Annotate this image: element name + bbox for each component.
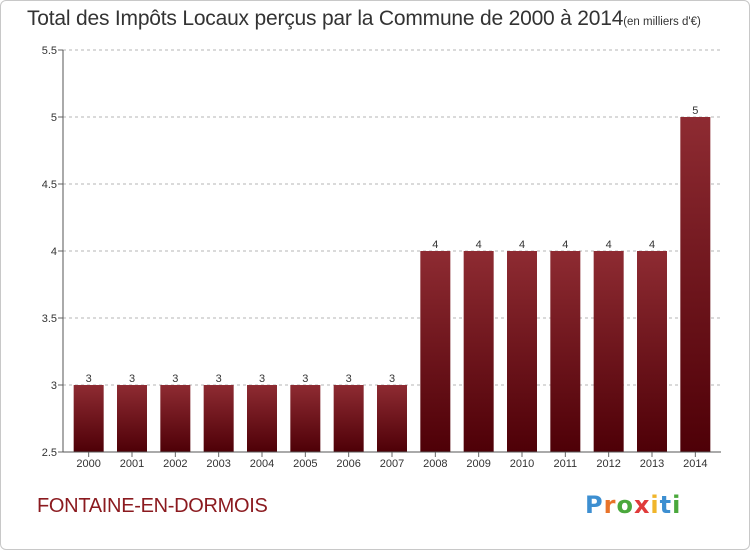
logo-letter: i — [650, 491, 660, 519]
bar-2003 — [203, 385, 234, 452]
data-label-2006: 3 — [346, 373, 352, 385]
bar-2005 — [290, 385, 321, 452]
x-tick-label-2012: 2012 — [596, 458, 620, 470]
bar-2013 — [637, 251, 667, 452]
logo-letter: x — [633, 491, 651, 519]
bar-2010 — [507, 251, 537, 452]
x-tick-label-2002: 2002 — [163, 458, 187, 470]
data-label-2007: 3 — [389, 373, 395, 385]
bar-2001 — [117, 385, 147, 452]
bar-2006 — [333, 385, 364, 452]
y-tick-label: 5 — [51, 112, 57, 124]
bar-2009 — [463, 251, 494, 452]
data-label-2004: 3 — [259, 373, 265, 385]
y-tick-label: 5.5 — [42, 45, 57, 57]
labels: 2.5 3 3.5 4 4.5 5 5.5 3 2000 3 2001 3 2002 3 2003 3 2004… — [42, 45, 708, 470]
chart-title-unit: (en milliers d'€) — [623, 16, 701, 28]
x-tick-label-2009: 2009 — [466, 458, 490, 470]
x-tick-label-2014: 2014 — [683, 458, 707, 470]
x-tick-label-2010: 2010 — [510, 458, 534, 470]
data-label-2011: 4 — [562, 239, 568, 251]
y-tick-label: 4 — [51, 246, 57, 258]
axes — [58, 49, 721, 457]
data-label-2013: 4 — [649, 239, 655, 251]
x-tick-label-2006: 2006 — [336, 458, 360, 470]
logo-letter: i — [672, 491, 682, 519]
bar-2000 — [73, 385, 104, 452]
data-label-2003: 3 — [216, 373, 222, 385]
logo-letter: o — [616, 491, 634, 519]
data-label-2009: 4 — [476, 239, 482, 251]
x-tick-label-2008: 2008 — [423, 458, 447, 470]
bars — [73, 117, 711, 452]
data-label-2010: 4 — [519, 239, 525, 251]
data-label-2005: 3 — [302, 373, 308, 385]
data-label-2014: 5 — [692, 105, 698, 117]
data-label-2002: 3 — [172, 373, 178, 385]
data-label-2000: 3 — [86, 373, 92, 385]
x-tick-label-2011: 2011 — [554, 458, 578, 470]
bar-2011 — [550, 251, 581, 452]
x-tick-label-2000: 2000 — [76, 458, 100, 470]
x-tick-label-2005: 2005 — [293, 458, 317, 470]
logo-letter: t — [659, 491, 673, 519]
chart-title-text: Total des Impôts Locaux perçus par la Co… — [27, 7, 624, 30]
bar-2004 — [247, 385, 277, 452]
chart-title: Total des Impôts Locaux perçus par la Co… — [27, 7, 701, 31]
y-tick-label: 4.5 — [42, 179, 57, 191]
logo-letter: P — [585, 491, 604, 519]
bar-2008 — [420, 251, 451, 452]
x-tick-label-2004: 2004 — [250, 458, 274, 470]
proxiti-logo: Proxiti — [585, 491, 681, 519]
bar-2014 — [680, 117, 711, 452]
data-label-2008: 4 — [432, 239, 438, 251]
data-label-2012: 4 — [606, 239, 612, 251]
x-tick-label-2003: 2003 — [206, 458, 230, 470]
y-tick-label: 2.5 — [42, 447, 57, 459]
commune-name: FONTAINE-EN-DORMOIS — [37, 495, 268, 517]
x-tick-label-2001: 2001 — [120, 458, 144, 470]
bar-2012 — [593, 251, 624, 452]
bar-2002 — [160, 385, 191, 452]
x-tick-label-2007: 2007 — [380, 458, 404, 470]
x-tick-label-2013: 2013 — [640, 458, 664, 470]
y-tick-label: 3.5 — [42, 313, 57, 325]
bar-2007 — [377, 385, 407, 452]
logo-letter: r — [603, 491, 617, 519]
data-label-2001: 3 — [129, 373, 135, 385]
y-tick-label: 3 — [51, 380, 57, 392]
